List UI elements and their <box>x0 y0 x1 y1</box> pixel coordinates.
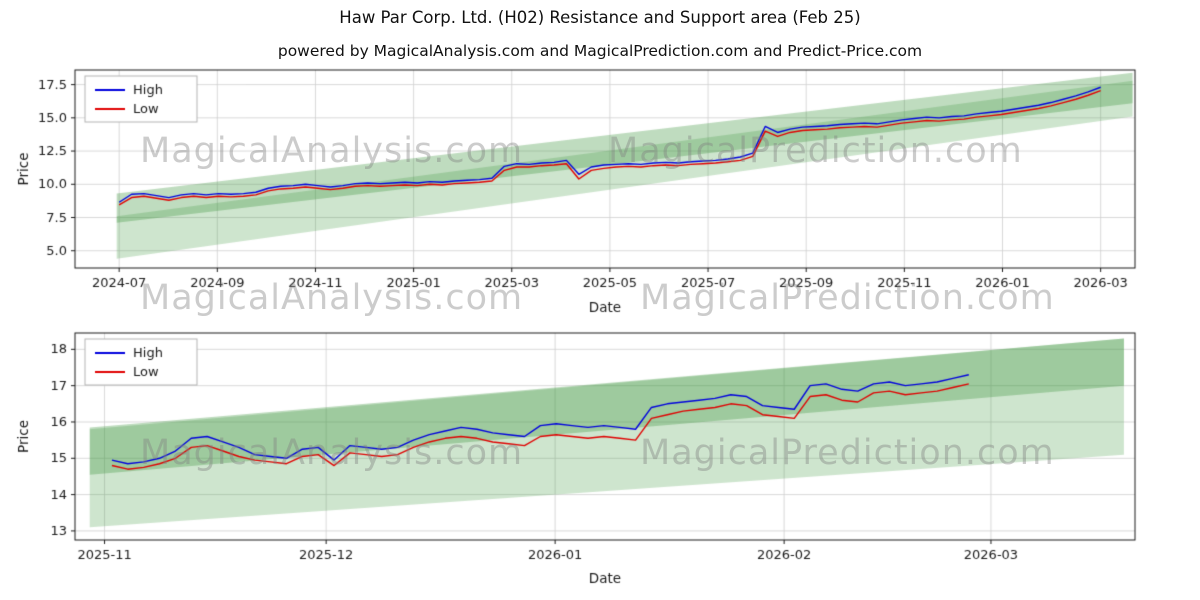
top-price-chart-canvas <box>0 58 1200 323</box>
bottom-price-chart-canvas <box>0 325 1200 600</box>
page-subtitle: powered by MagicalAnalysis.com and Magic… <box>277 42 923 60</box>
page-title: Haw Par Corp. Ltd. (H02) Resistance and … <box>339 8 861 27</box>
